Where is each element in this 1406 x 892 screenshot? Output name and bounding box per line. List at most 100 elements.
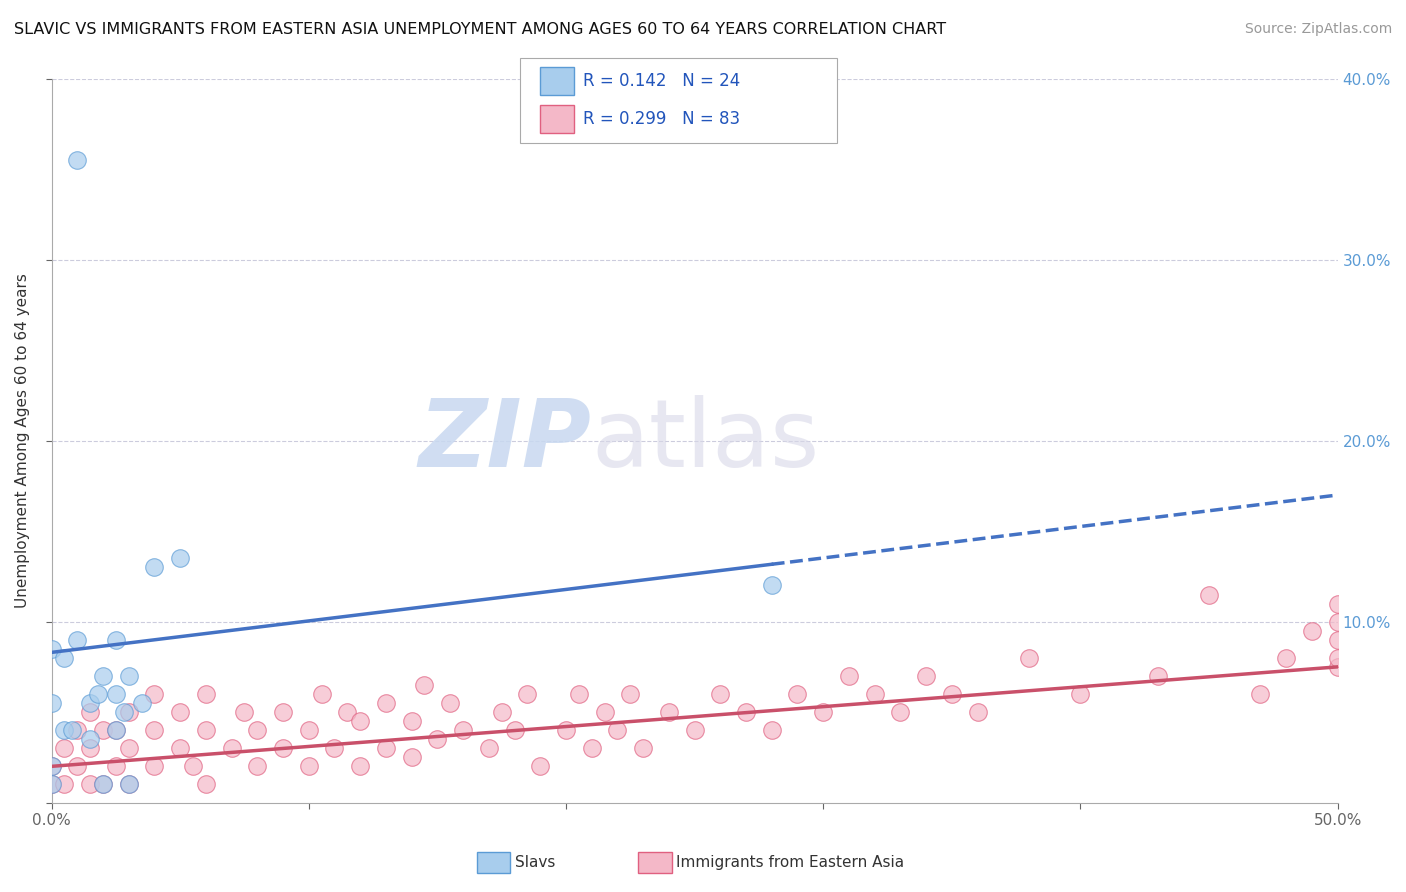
Point [593, 705, 616, 719]
Point [233, 705, 256, 719]
Point [863, 687, 886, 701]
Point [118, 669, 141, 683]
Text: Slavs: Slavs [515, 855, 555, 870]
Point [349, 714, 371, 728]
Point [349, 759, 371, 773]
Point [66, 759, 89, 773]
Point [889, 705, 911, 719]
Point [374, 741, 396, 756]
Point [735, 705, 758, 719]
Point [658, 705, 681, 719]
Point [786, 687, 808, 701]
Point [79, 696, 101, 710]
Point [401, 750, 423, 764]
Point [221, 741, 243, 756]
Point [104, 723, 127, 738]
Point [118, 777, 141, 791]
Point [91, 723, 114, 738]
Point [491, 705, 513, 719]
Point [53, 650, 76, 665]
Point [143, 723, 166, 738]
Point [966, 705, 988, 719]
Point [41, 759, 63, 773]
Text: Source: ZipAtlas.com: Source: ZipAtlas.com [1244, 22, 1392, 37]
Point [413, 678, 436, 692]
Point [246, 723, 269, 738]
Point [143, 687, 166, 701]
Point [619, 687, 641, 701]
Point [568, 687, 591, 701]
Point [104, 632, 127, 647]
Point [516, 687, 538, 701]
Point [1326, 615, 1348, 629]
Point [761, 578, 783, 592]
Point [79, 777, 101, 791]
Point [1326, 660, 1348, 674]
Point [41, 641, 63, 656]
Point [118, 741, 141, 756]
Point [143, 560, 166, 574]
Point [1326, 650, 1348, 665]
Point [66, 723, 89, 738]
Point [761, 723, 783, 738]
Point [53, 777, 76, 791]
Point [91, 777, 114, 791]
Point [1069, 687, 1091, 701]
Point [1326, 632, 1348, 647]
Point [271, 741, 294, 756]
Point [581, 741, 603, 756]
Point [336, 705, 359, 719]
Point [79, 705, 101, 719]
Point [811, 705, 834, 719]
Point [79, 741, 101, 756]
Point [311, 687, 333, 701]
Point [131, 696, 153, 710]
Point [181, 759, 204, 773]
Point [169, 741, 191, 756]
Text: Immigrants from Eastern Asia: Immigrants from Eastern Asia [676, 855, 904, 870]
Point [66, 153, 89, 168]
Point [1198, 587, 1220, 601]
Point [503, 723, 526, 738]
Point [104, 723, 127, 738]
Text: ZIP: ZIP [419, 395, 592, 487]
Point [169, 705, 191, 719]
Point [1275, 650, 1298, 665]
Point [104, 687, 127, 701]
Point [194, 687, 217, 701]
Point [478, 741, 501, 756]
Point [915, 669, 938, 683]
Point [271, 705, 294, 719]
Point [118, 777, 141, 791]
Point [451, 723, 474, 738]
Point [838, 669, 860, 683]
Point [555, 723, 578, 738]
Point [606, 723, 628, 738]
Y-axis label: Unemployment Among Ages 60 to 64 years: Unemployment Among Ages 60 to 64 years [15, 273, 30, 608]
Point [529, 759, 551, 773]
Point [53, 723, 76, 738]
Point [194, 723, 217, 738]
Point [104, 759, 127, 773]
Point [631, 741, 654, 756]
Point [41, 777, 63, 791]
Point [941, 687, 963, 701]
Point [298, 723, 321, 738]
Point [683, 723, 706, 738]
Point [91, 777, 114, 791]
Point [374, 696, 396, 710]
Point [66, 632, 89, 647]
Point [426, 732, 449, 747]
Point [439, 696, 461, 710]
Point [1326, 597, 1348, 611]
Point [194, 777, 217, 791]
Point [1146, 669, 1168, 683]
Point [41, 759, 63, 773]
Point [401, 714, 423, 728]
Point [246, 759, 269, 773]
Text: R = 0.299   N = 83: R = 0.299 N = 83 [583, 110, 741, 128]
Text: SLAVIC VS IMMIGRANTS FROM EASTERN ASIA UNEMPLOYMENT AMONG AGES 60 TO 64 YEARS CO: SLAVIC VS IMMIGRANTS FROM EASTERN ASIA U… [14, 22, 946, 37]
Point [143, 759, 166, 773]
Point [41, 696, 63, 710]
Text: R = 0.142   N = 24: R = 0.142 N = 24 [583, 72, 741, 90]
